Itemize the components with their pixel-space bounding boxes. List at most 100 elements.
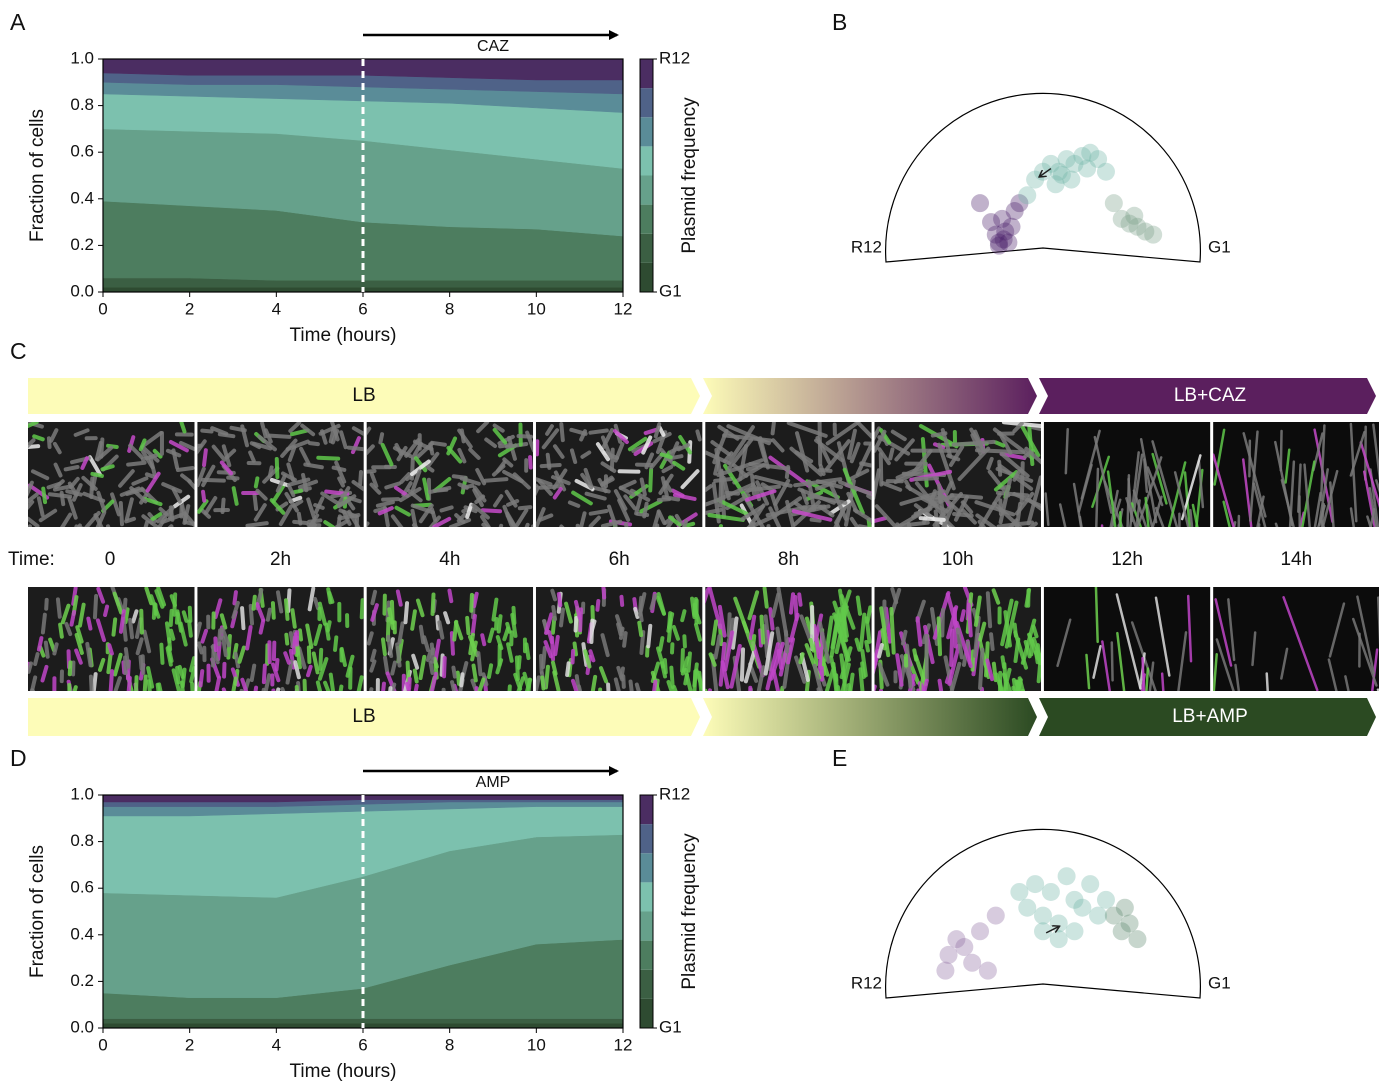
cell (28, 480, 34, 498)
cell (571, 490, 593, 506)
cell (609, 447, 615, 472)
cell (1349, 507, 1356, 527)
cell (573, 616, 579, 633)
cell (448, 517, 472, 527)
cell (178, 621, 188, 647)
cell (325, 620, 332, 633)
cell (1151, 440, 1179, 527)
cell (240, 606, 246, 631)
cell (492, 427, 508, 445)
cell (510, 612, 518, 638)
cell (284, 491, 299, 513)
cell (280, 438, 298, 458)
cell (213, 636, 218, 653)
cell (618, 626, 625, 640)
cell (656, 592, 666, 616)
scatter-point (1115, 898, 1134, 917)
cell (544, 612, 554, 635)
scatter-point (1018, 898, 1037, 917)
cell (769, 491, 779, 512)
cell (383, 655, 390, 676)
x-tick-label: 6 (358, 1035, 367, 1054)
cell (214, 675, 222, 691)
cell (1095, 467, 1100, 527)
cell (949, 493, 984, 500)
cell (729, 643, 742, 689)
cell (739, 647, 746, 682)
cell (226, 475, 240, 481)
cell (429, 507, 438, 522)
cell (28, 661, 31, 673)
cell (28, 500, 35, 511)
cell (680, 469, 700, 490)
cell (356, 675, 364, 691)
cell (1056, 618, 1072, 668)
cell (598, 666, 609, 684)
cell (270, 601, 276, 620)
cell (1214, 598, 1233, 667)
cell (77, 523, 82, 527)
cell (858, 667, 865, 691)
scatter-point (994, 230, 1013, 249)
cell (140, 444, 160, 463)
cell (271, 484, 285, 504)
cell (1191, 503, 1199, 527)
cell (36, 496, 45, 517)
cell (213, 598, 223, 619)
cell (855, 422, 872, 440)
cell (949, 628, 955, 667)
panel-letter: B (832, 9, 847, 35)
cell (756, 665, 766, 691)
cell (682, 634, 687, 649)
cell (87, 455, 102, 477)
cell (1106, 470, 1117, 527)
cell (731, 616, 739, 650)
cell (390, 682, 397, 691)
cell (472, 591, 479, 609)
cell (758, 628, 763, 648)
cell (977, 519, 987, 527)
cell (807, 493, 848, 505)
cell (710, 440, 731, 457)
cell (220, 497, 226, 514)
cell (1352, 617, 1378, 687)
colorbar-segment (640, 998, 653, 1028)
cell (128, 617, 135, 640)
cell (602, 450, 620, 460)
cell (28, 516, 40, 527)
cell (740, 504, 765, 522)
cell (1197, 460, 1205, 509)
scatter-point (986, 225, 1005, 244)
x-axis-label: Time (hours) (290, 325, 397, 346)
cell (1002, 662, 1009, 691)
colorbar-segment (640, 911, 653, 941)
semicircle-outline (885, 828, 1201, 999)
cell (1019, 461, 1025, 505)
cell (567, 500, 581, 508)
cell (600, 519, 623, 527)
cell (745, 489, 777, 502)
cell (1356, 595, 1376, 675)
scatter-point (1128, 217, 1147, 236)
cell (472, 488, 484, 508)
cell (74, 632, 84, 655)
cell (198, 669, 205, 688)
cell (1141, 656, 1146, 691)
cell (874, 648, 881, 675)
scatter-point (955, 938, 974, 957)
cell (601, 428, 614, 450)
scatter-point (1112, 922, 1131, 941)
scatter-point (1057, 150, 1076, 169)
cell (528, 455, 533, 470)
cell (694, 610, 702, 625)
cell (167, 524, 174, 527)
cell (588, 428, 609, 435)
x-tick-label: 4 (272, 299, 281, 318)
cell (165, 448, 182, 458)
cell (794, 655, 807, 684)
cell (476, 422, 490, 434)
cell (1078, 515, 1083, 527)
x-tick-label: 10 (527, 1035, 546, 1054)
cell (672, 460, 686, 471)
cell (179, 680, 185, 691)
